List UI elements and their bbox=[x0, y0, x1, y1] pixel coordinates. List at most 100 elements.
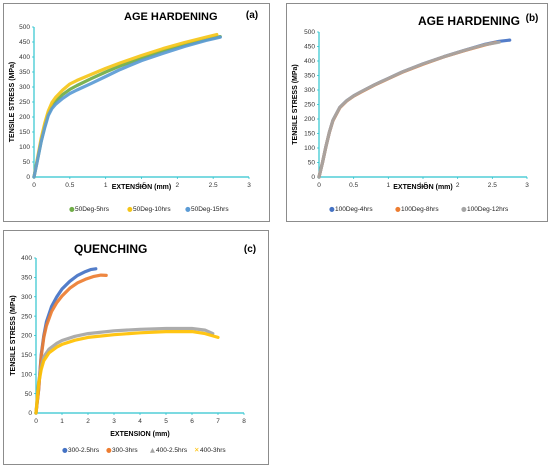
y-axis-title: TENSILE STRESS (MPa) bbox=[9, 62, 16, 143]
legend-item-label: 300-2.5hrs bbox=[68, 447, 100, 454]
x-tick-label: 2.5 bbox=[488, 182, 497, 189]
y-tick-label: 400 bbox=[304, 58, 315, 65]
y-axis-title: TENSILE STRESS (MPa) bbox=[292, 64, 299, 145]
x-axis-title: EXTENSION (mm) bbox=[393, 184, 453, 191]
y-tick-label: 350 bbox=[304, 73, 315, 80]
legend-marker: ● bbox=[127, 205, 133, 213]
x-tick-label: 7 bbox=[216, 418, 220, 425]
x-tick-label: 8 bbox=[242, 418, 246, 425]
y-tick-label: 300 bbox=[21, 294, 32, 301]
y-tick-label: 250 bbox=[19, 99, 30, 106]
x-tick-label: 0 bbox=[34, 418, 38, 425]
legend-marker: ▲ bbox=[150, 446, 155, 454]
x-tick-label: 3 bbox=[247, 182, 251, 189]
y-tick-label: 150 bbox=[21, 352, 32, 359]
chart-svg-a: AGE HARDENING (a) 0 50 100 150 200 250 300 350 400… bbox=[9, 10, 258, 213]
chart-svg-c: QUENCHING (c) 0 50 100 150 200 250 300 350 400 0 1 2 3… bbox=[10, 242, 256, 454]
y-tick-label: 250 bbox=[304, 102, 315, 109]
x-tick-label: 0.5 bbox=[349, 182, 358, 189]
y-tick-label: 200 bbox=[21, 333, 32, 340]
legend-item-label: 50Deg-10hrs bbox=[133, 206, 171, 213]
series-line-400-2.5hrs bbox=[34, 326, 215, 415]
y-tick-label: 0 bbox=[28, 410, 32, 417]
chart-panel-c: QUENCHING (c) 0 50 100 150 200 250 300 350 400 0 1 2 3… bbox=[3, 230, 269, 465]
y-tick-label: 0 bbox=[26, 174, 30, 181]
panel-label: (c) bbox=[244, 244, 256, 255]
y-tick-label: 350 bbox=[19, 69, 30, 76]
series-line-100Deg-8hrs bbox=[317, 40, 498, 179]
legend-item-label: 100Deg-4hrs bbox=[335, 206, 373, 213]
y-tick-label: 0 bbox=[311, 174, 315, 181]
legend-marker: ● bbox=[62, 446, 68, 454]
x-tick-label: 1 bbox=[60, 418, 64, 425]
y-tick-label: 500 bbox=[19, 24, 30, 31]
y-tick-label: 200 bbox=[304, 116, 315, 123]
legend-marker: ● bbox=[461, 205, 467, 213]
x-tick-label: 0 bbox=[32, 182, 36, 189]
series-line-100Deg-4hrs bbox=[317, 38, 512, 179]
y-axis-title: TENSILE STRESS (MPa) bbox=[10, 295, 17, 376]
series-line-100Deg-12hrs bbox=[317, 40, 501, 179]
x-tick-label: 5 bbox=[164, 418, 168, 425]
series-line-300-3hrs bbox=[34, 273, 108, 415]
x-tick-label: 0 bbox=[317, 182, 321, 189]
x-tick-label: 2.5 bbox=[209, 182, 218, 189]
legend-item-label: 50Deg-15hrs bbox=[191, 206, 229, 213]
legend-marker: ● bbox=[329, 205, 335, 213]
x-tick-label: 1.5 bbox=[418, 182, 427, 189]
x-axis-title: EXTENSION (mm) bbox=[112, 184, 172, 191]
y-tick-label: 450 bbox=[304, 44, 315, 51]
y-tick-label: 100 bbox=[304, 145, 315, 152]
panel-label: (b) bbox=[526, 13, 539, 24]
chart-panel-a: AGE HARDENING (a) 0 50 100 150 200 250 300 350 400… bbox=[3, 3, 270, 222]
chart-title: AGE HARDENING bbox=[124, 11, 218, 23]
x-tick-label: 2 bbox=[456, 182, 460, 189]
legend-item-label: 100Deg-12hrs bbox=[467, 206, 509, 213]
chart-title: QUENCHING bbox=[74, 242, 147, 256]
x-tick-label: 2 bbox=[86, 418, 90, 425]
y-tick-label: 150 bbox=[19, 129, 30, 136]
legend-marker: ✕ bbox=[194, 446, 199, 454]
y-tick-label: 400 bbox=[19, 54, 30, 61]
chart-title: AGE HARDENING bbox=[418, 14, 520, 28]
chart-panel-b: AGE HARDENING (b) 0 50 100 150 200 250 300 350 400… bbox=[286, 3, 548, 222]
y-tick-label: 400 bbox=[21, 255, 32, 262]
y-tick-label: 450 bbox=[19, 39, 30, 46]
legend-item-label: 400-2.5hrs bbox=[156, 447, 188, 454]
x-tick-label: 3 bbox=[525, 182, 529, 189]
y-tick-label: 150 bbox=[304, 131, 315, 138]
chart-svg-b: AGE HARDENING (b) 0 50 100 150 200 250 300 350 400… bbox=[292, 13, 539, 213]
x-tick-label: 3 bbox=[112, 418, 116, 425]
y-tick-label: 50 bbox=[25, 391, 33, 398]
y-tick-label: 350 bbox=[21, 275, 32, 282]
y-tick-label: 50 bbox=[308, 160, 316, 167]
legend-marker: ● bbox=[395, 205, 401, 213]
series-line-50Deg-15hrs bbox=[32, 35, 222, 179]
y-tick-label: 200 bbox=[19, 114, 30, 121]
y-tick-label: 250 bbox=[21, 313, 32, 320]
x-tick-label: 2 bbox=[176, 182, 180, 189]
legend-marker: ● bbox=[185, 205, 191, 213]
y-tick-label: 500 bbox=[304, 29, 315, 36]
y-tick-label: 300 bbox=[19, 84, 30, 91]
legend-marker: ● bbox=[69, 205, 75, 213]
legend-item-label: 50Deg-5hrs bbox=[75, 206, 110, 213]
legend-item-label: 100Deg-8hrs bbox=[401, 206, 439, 213]
x-tick-label: 1 bbox=[104, 182, 108, 189]
series-line-50Deg-5hrs bbox=[32, 34, 222, 179]
x-tick-label: 1.5 bbox=[137, 182, 146, 189]
y-tick-label: 100 bbox=[21, 371, 32, 378]
y-tick-label: 300 bbox=[304, 87, 315, 94]
series-line-50Deg-10hrs bbox=[32, 32, 219, 179]
series-line-400-3hrs bbox=[34, 329, 220, 415]
x-tick-label: 4 bbox=[138, 418, 142, 425]
x-tick-label: 1 bbox=[387, 182, 391, 189]
legend-item-label: 400-3hrs bbox=[200, 447, 226, 454]
legend-item-label: 300-3hrs bbox=[112, 447, 138, 454]
x-axis-title: EXTENSION (mm) bbox=[110, 431, 170, 438]
y-tick-label: 50 bbox=[23, 159, 31, 166]
y-tick-label: 100 bbox=[19, 144, 30, 151]
legend-marker: ● bbox=[106, 446, 112, 454]
x-tick-label: 0.5 bbox=[65, 182, 74, 189]
panel-label: (a) bbox=[246, 10, 258, 21]
